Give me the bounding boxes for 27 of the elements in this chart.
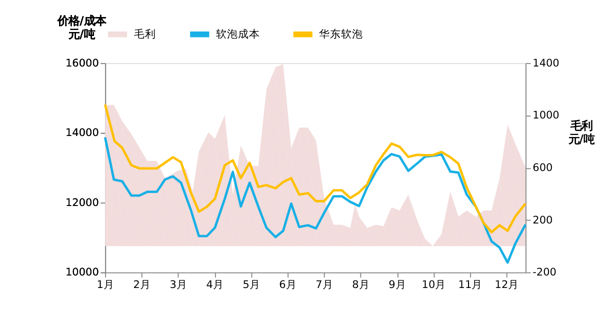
x-tick-label: 5月 — [242, 279, 260, 292]
x-tick-label: 4月 — [206, 279, 224, 292]
y2-tick-label: 600 — [532, 162, 553, 174]
x-tick-label: 10月 — [422, 279, 446, 292]
y-tick-label: 14000 — [65, 127, 99, 140]
x-tick-label: 3月 — [170, 279, 188, 292]
legend-label: 毛利 — [134, 27, 156, 40]
y-tick-label: 10000 — [65, 266, 99, 279]
y2-tick-label: -200 — [532, 266, 556, 279]
x-tick-label: 8月 — [352, 279, 370, 292]
legend-label: 华东软泡 — [319, 27, 364, 40]
line-series — [104, 103, 527, 234]
y2-axis-title: 毛利元/吨 — [567, 118, 594, 146]
x-tick-label: 12月 — [494, 279, 520, 292]
x-tick-label: 9月 — [388, 279, 406, 292]
legend-label: 软泡成本 — [216, 27, 260, 40]
y-tick-label: 16000 — [65, 57, 99, 70]
y2-tick-label: 1400 — [532, 57, 560, 70]
x-tick-label: 2月 — [133, 279, 151, 292]
x-tick-label: 6月 — [279, 279, 297, 292]
y-tick-label: 12000 — [65, 196, 99, 209]
y2-tick-label: 1000 — [532, 110, 560, 122]
y2-tick-label: 200 — [532, 214, 553, 226]
x-tick-label: 7月 — [316, 279, 334, 292]
x-tick-label: 1月 — [96, 279, 114, 292]
x-tick-label: 11月 — [458, 279, 483, 292]
y-axis-title: 价格/成本元/吨 — [56, 13, 107, 41]
